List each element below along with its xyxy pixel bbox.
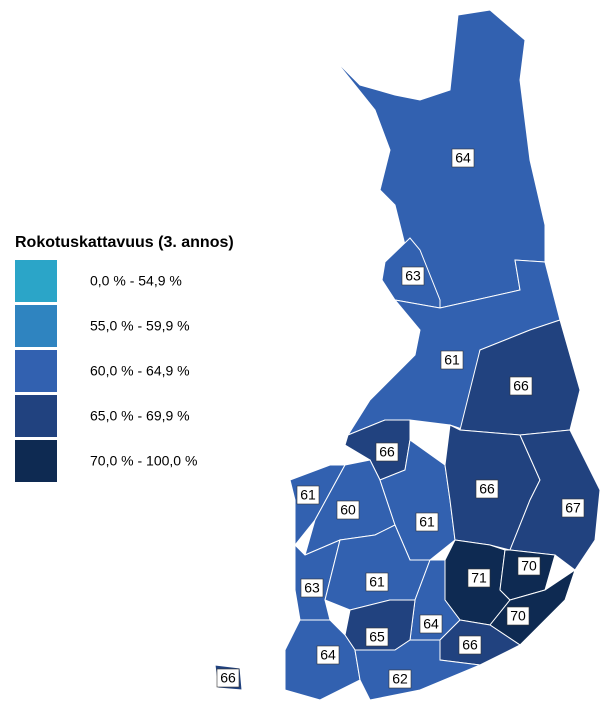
- region-label-box: [506, 606, 530, 626]
- legend-label: 65,0 % - 69,9 %: [90, 408, 190, 424]
- legend-label: 0,0 % - 54,9 %: [90, 273, 182, 289]
- region-label-box: [365, 572, 389, 592]
- region-label: 66: [513, 378, 529, 394]
- region-label-box: [300, 578, 324, 598]
- region-label: 70: [521, 558, 537, 574]
- region-label-box: [467, 568, 491, 588]
- region-label-box: [336, 500, 360, 520]
- region-label-box: [419, 614, 443, 634]
- region-label-box: [517, 556, 541, 576]
- legend-label: 55,0 % - 59,9 %: [90, 318, 190, 334]
- region-label: 63: [405, 268, 421, 284]
- region-label-box: [415, 512, 439, 532]
- region-label-box: [458, 635, 482, 655]
- region-label: 61: [369, 574, 385, 590]
- legend-swatch: [15, 350, 57, 392]
- region-label-box: [388, 669, 412, 689]
- region-label: 64: [455, 150, 471, 166]
- region-label-box: [375, 442, 399, 462]
- region-label-box: [316, 645, 340, 665]
- region-label-box: [561, 498, 585, 518]
- legend-swatch: [15, 305, 57, 347]
- region-label: 66: [379, 444, 395, 460]
- region-label: 66: [220, 670, 236, 686]
- region-label: 63: [304, 580, 320, 596]
- region-label: 71: [471, 570, 487, 586]
- region-label: 61: [300, 487, 316, 503]
- region-label: 62: [392, 671, 408, 687]
- region-label-box: [365, 627, 389, 647]
- region: [354, 639, 482, 701]
- region-label: 66: [462, 637, 478, 653]
- region-label-box: [509, 376, 533, 396]
- region-label: 60: [340, 502, 356, 518]
- region: [346, 259, 561, 437]
- legend-label: 70,0 % - 100,0 %: [90, 453, 197, 469]
- region-label: 64: [320, 647, 336, 663]
- region-label: 66: [479, 481, 495, 497]
- region: [334, 9, 546, 309]
- region-label: 61: [419, 514, 435, 530]
- region-label: 64: [423, 616, 439, 632]
- region-label-box: [475, 479, 499, 499]
- legend-swatch: [15, 440, 57, 482]
- region-label: 61: [444, 352, 460, 368]
- legend-label: 60,0 % - 64,9 %: [90, 363, 190, 379]
- region-label-box: [440, 350, 464, 370]
- region-label-box: [296, 485, 320, 505]
- region-label: 70: [510, 608, 526, 624]
- region-label-box: [401, 266, 425, 286]
- legend-swatch: [15, 260, 57, 302]
- region-label-box: [216, 668, 240, 688]
- region: [509, 429, 601, 571]
- region-label-box: [451, 148, 475, 168]
- region-label: 65: [369, 629, 385, 645]
- legend-swatch: [15, 395, 57, 437]
- region-label: 67: [565, 500, 581, 516]
- legend-title: Rokotuskattavuus (3. annos): [15, 234, 234, 251]
